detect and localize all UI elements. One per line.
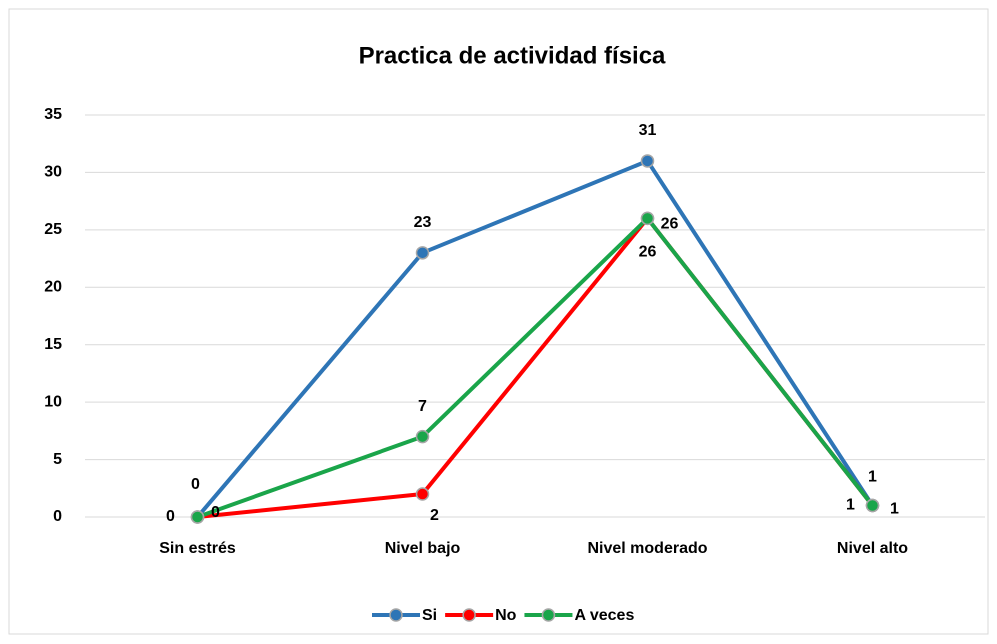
data-label: 23	[414, 214, 432, 231]
y-tick-label: 10	[44, 393, 62, 410]
data-label: 2	[430, 507, 439, 524]
y-tick-label: 25	[44, 221, 62, 238]
data-label: 7	[418, 398, 427, 415]
x-tick-label: Nivel alto	[837, 540, 908, 557]
legend-label: No	[495, 607, 517, 624]
x-tick-label: Nivel bajo	[385, 540, 461, 557]
legend-marker	[389, 608, 403, 622]
y-tick-label: 5	[53, 451, 62, 468]
legend-label: Si	[422, 607, 437, 624]
chart-title: Practica de actividad física	[359, 42, 666, 69]
y-tick-label: 35	[44, 106, 62, 123]
data-label: 26	[639, 244, 657, 261]
data-label: 0	[211, 504, 220, 521]
legend-marker	[541, 608, 556, 622]
x-tick-label: Nivel moderado	[587, 540, 707, 557]
legend-label: A veces	[574, 607, 634, 624]
y-tick-label: 15	[44, 336, 62, 353]
y-tick-label: 20	[44, 279, 62, 296]
point-marker	[415, 246, 430, 260]
y-tick-label: 30	[44, 164, 62, 181]
data-label: 31	[639, 122, 657, 139]
data-label: 1	[846, 497, 855, 514]
point-marker	[865, 498, 880, 513]
legend-marker	[462, 608, 476, 622]
x-tick-label: Sin estrés	[159, 540, 236, 557]
data-label: 1	[890, 501, 899, 518]
data-label: 26	[661, 216, 679, 233]
y-tick-label: 0	[53, 508, 62, 525]
series-line	[195, 158, 875, 519]
data-label: 0	[166, 508, 175, 525]
point-marker	[190, 510, 205, 524]
data-label: 0	[191, 476, 200, 493]
point-marker	[415, 429, 430, 444]
point-marker	[640, 211, 655, 226]
point-marker	[640, 154, 655, 168]
data-label: 1	[868, 469, 877, 486]
series-line	[196, 216, 875, 519]
point-marker	[415, 487, 430, 501]
chart-border	[8, 8, 989, 635]
